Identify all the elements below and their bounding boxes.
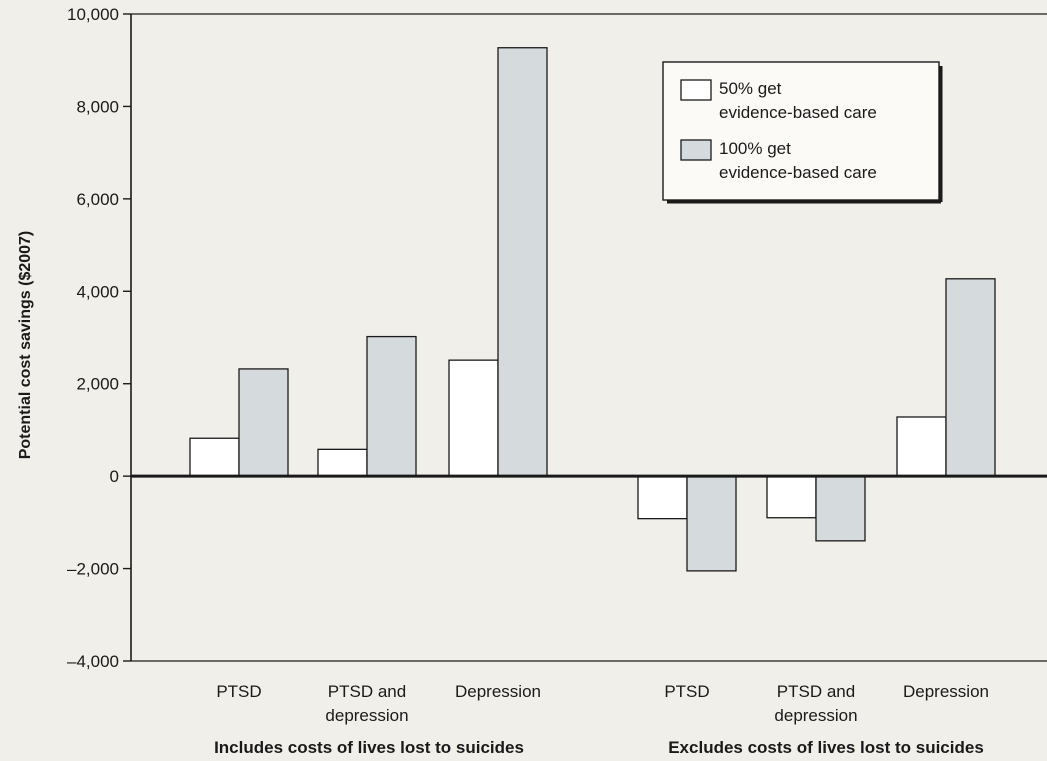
y-tick-label: 4,000 (76, 282, 119, 301)
bar (366, 335, 417, 477)
y-tick-label: 8,000 (76, 97, 119, 116)
bar (189, 437, 240, 477)
bar (637, 475, 688, 520)
category-labels: PTSD PTSD and depression Depression PTSD PTSD… (214, 682, 989, 757)
bar (317, 448, 368, 477)
x-tick-label: Depression (455, 682, 541, 701)
x-tick-label: PTSD and (777, 682, 855, 701)
group-label: Includes costs of lives lost to suicides (214, 738, 524, 757)
legend-swatch (680, 79, 712, 101)
y-tick-label: 2,000 (76, 375, 119, 394)
bar (815, 475, 866, 542)
x-tick-label: PTSD (216, 682, 261, 701)
y-axis-label: Potential cost savings ($2007) (17, 231, 34, 460)
x-tick-label: PTSD (664, 682, 709, 701)
x-tick-label: PTSD and (328, 682, 406, 701)
group-label: Excludes costs of lives lost to suicides (668, 738, 984, 757)
legend-swatch (680, 139, 712, 161)
y-tick-label: 10,000 (67, 5, 119, 24)
legend-label: evidence-based care (719, 103, 877, 122)
legend-label: 50% get (719, 79, 782, 98)
legend-label: 100% get (719, 139, 791, 158)
y-tick-label: –2,000 (67, 560, 119, 579)
y-tick-label: –4,000 (67, 652, 119, 671)
bar (448, 359, 499, 477)
bar (686, 475, 737, 572)
bar (766, 475, 817, 519)
x-tick-label: Depression (903, 682, 989, 701)
bar (896, 416, 947, 477)
legend-label: evidence-based care (719, 163, 877, 182)
bar (497, 47, 548, 477)
y-tick-label: 6,000 (76, 190, 119, 209)
bar (945, 278, 996, 477)
x-tick-label: depression (774, 706, 857, 725)
legend: 50% get evidence-based care 100% get eviden… (662, 61, 943, 204)
bar (238, 368, 289, 477)
axes-layer: 10,000 8,000 6,000 4,000 2,000 0 –2,000 –4,000 (67, 5, 1047, 671)
x-tick-label: depression (325, 706, 408, 725)
bars-layer (189, 47, 996, 572)
y-tick-label: 0 (110, 467, 119, 486)
